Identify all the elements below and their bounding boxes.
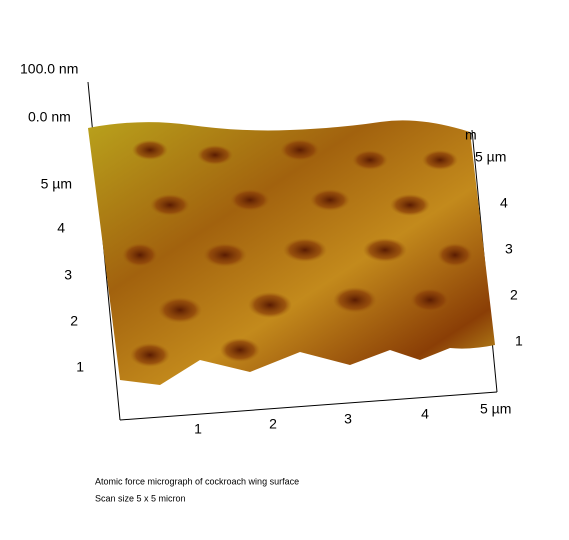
z-min-label: 0.0 nm	[28, 109, 71, 125]
pits	[122, 139, 473, 367]
right-tick-label: 5 µm	[475, 149, 506, 165]
left-tick-label: 5 µm	[41, 176, 72, 192]
left-tick-label: 3	[64, 267, 72, 283]
right-tick-label: 4	[500, 195, 508, 211]
bottom-tick-label: 1	[194, 421, 202, 437]
right-tick-label: 3	[505, 241, 513, 257]
bottom-tick-label: 3	[344, 411, 352, 427]
left-tick-label: 1	[76, 359, 84, 375]
left-tick-label: 4	[57, 220, 65, 236]
caption: Scan size 5 x 5 micron	[95, 493, 186, 503]
caption: Atomic force micrograph of cockroach win…	[95, 476, 299, 486]
bottom-tick-label: 2	[269, 416, 277, 432]
left-tick-label: 2	[70, 313, 78, 329]
surface	[88, 120, 495, 385]
labels: 100.0 nm 0.0 nm m Atomic force micrograp…	[20, 61, 523, 504]
right-hidden-label: m	[465, 127, 477, 143]
bottom-tick-label: 5 µm	[480, 401, 511, 417]
right-tick-label: 1	[515, 333, 523, 349]
right-tick-label: 2	[510, 287, 518, 303]
bottom-tick-label: 4	[421, 406, 429, 422]
bottom-axis	[119, 391, 498, 421]
z-max-label: 100.0 nm	[20, 61, 78, 77]
